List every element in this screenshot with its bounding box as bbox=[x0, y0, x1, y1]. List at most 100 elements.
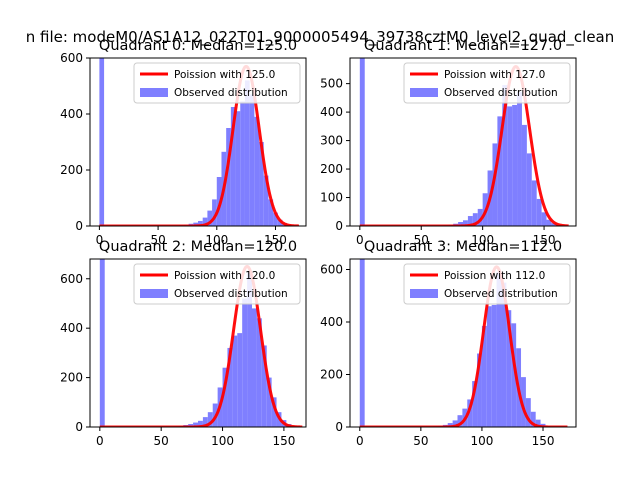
hist-bar bbox=[526, 153, 532, 226]
axes-frame bbox=[349, 258, 577, 428]
hist-bar bbox=[259, 142, 264, 226]
plot-area bbox=[358, 58, 570, 226]
hist-bar bbox=[237, 333, 243, 427]
x-tick-label: 150 bbox=[532, 434, 555, 448]
x-tick-label: 50 bbox=[414, 233, 429, 247]
hist-bar bbox=[481, 325, 487, 427]
y-tick-label: 100 bbox=[320, 191, 343, 205]
quadrant-2-plot: 0 50 100 150 0 200 400 600 Quadrant 2: Median=12… bbox=[60, 239, 307, 448]
hist-bar bbox=[447, 423, 453, 427]
hist-bar bbox=[202, 417, 208, 427]
hist-bar bbox=[256, 318, 262, 427]
x-tick-label: 0 bbox=[96, 434, 104, 448]
hist-bar bbox=[263, 175, 269, 226]
y-tick-label: 0 bbox=[75, 420, 83, 434]
y-tick-label: 0 bbox=[335, 219, 343, 233]
hist-bar bbox=[536, 198, 542, 226]
hist-bar bbox=[227, 347, 233, 427]
y-tick-label: 400 bbox=[320, 105, 343, 119]
legend: Poission with 125.0 Observed distribution bbox=[133, 62, 301, 104]
y-tick-label: 400 bbox=[60, 321, 83, 335]
x-tick-label: 100 bbox=[211, 434, 234, 448]
y-tick-label: 0 bbox=[335, 420, 343, 434]
legend-hist-label: Observed distribution bbox=[174, 288, 288, 300]
y-tick-label: 200 bbox=[60, 163, 83, 177]
legend-box bbox=[403, 62, 571, 104]
hist-bar bbox=[252, 308, 257, 427]
legend-hist-label: Observed distribution bbox=[174, 87, 288, 99]
hist-bar bbox=[511, 323, 517, 427]
plot-area bbox=[358, 259, 569, 427]
y-tick-label: 0 bbox=[75, 219, 83, 233]
hist-bar bbox=[230, 107, 236, 226]
legend-fit-label: Poission with 127.0 bbox=[444, 69, 545, 81]
hist-bar bbox=[207, 210, 213, 226]
y-tick-label: 600 bbox=[60, 51, 83, 65]
legend-fit-label: Poission with 112.0 bbox=[444, 270, 545, 282]
hist-bar bbox=[198, 220, 203, 226]
y-tick-label: 200 bbox=[320, 368, 343, 382]
poisson-fit-line bbox=[358, 265, 569, 427]
legend-hist-swatch bbox=[410, 289, 438, 298]
y-tick-label: 600 bbox=[60, 272, 83, 286]
legend: Poission with 127.0 Observed distribution bbox=[403, 62, 571, 104]
hist-bar bbox=[193, 422, 198, 427]
y-tick-label: 200 bbox=[60, 371, 83, 385]
legend-box bbox=[403, 263, 571, 305]
hist-bar bbox=[501, 282, 507, 427]
hist-bar bbox=[235, 111, 241, 226]
legend-box bbox=[133, 263, 301, 305]
legend: Poission with 120.0 Observed distribution bbox=[133, 263, 301, 305]
x-tick-label: 100 bbox=[205, 233, 228, 247]
plot-title: Quadrant 2: Median=120.0 bbox=[99, 239, 297, 255]
axes-frame bbox=[89, 258, 307, 428]
hist-bar bbox=[491, 304, 497, 427]
y-tick-label: 300 bbox=[320, 134, 343, 148]
hist-bar bbox=[472, 213, 478, 226]
y-tick-label: 200 bbox=[320, 162, 343, 176]
hist-bar bbox=[226, 128, 231, 226]
hist-bar bbox=[247, 272, 252, 427]
hist-bar bbox=[467, 399, 473, 427]
y-tick-label: 400 bbox=[60, 107, 83, 121]
hist-bar bbox=[193, 222, 198, 226]
x-tick-label: 50 bbox=[154, 434, 169, 448]
hist-bar bbox=[273, 212, 278, 226]
legend-hist-label: Observed distribution bbox=[444, 87, 558, 99]
hist-bar bbox=[207, 412, 213, 427]
quadrant-3-plot: 0 50 100 150 0 200 400 600 Quadrant 3: Median=11… bbox=[320, 239, 577, 448]
hist-bar bbox=[212, 199, 217, 226]
x-tick-label: 150 bbox=[272, 434, 295, 448]
legend-hist-swatch bbox=[140, 289, 168, 298]
hist-bar bbox=[496, 272, 502, 427]
plot-title: Quadrant 0: Median=125.0 bbox=[99, 38, 297, 54]
x-tick-label: 100 bbox=[471, 233, 494, 247]
x-tick-label: 150 bbox=[533, 233, 556, 247]
hist-bar bbox=[222, 367, 228, 427]
hist-bar bbox=[521, 124, 527, 226]
hist-bar bbox=[271, 397, 277, 427]
legend-fit-label: Poission with 120.0 bbox=[174, 270, 275, 282]
hist-bar bbox=[472, 381, 478, 427]
hist-bar bbox=[232, 335, 238, 427]
plot-title: Quadrant 1: Median=127.0 bbox=[364, 38, 562, 54]
quadrant-1-plot: 0 50 100 150 0 100 200 300 400 500 Quadrant 1: Med… bbox=[320, 38, 577, 247]
hist-bar bbox=[535, 419, 541, 427]
hist-bar bbox=[506, 310, 512, 427]
x-tick-label: 0 bbox=[356, 233, 364, 247]
hist-bar bbox=[530, 411, 536, 427]
hist-bar bbox=[467, 216, 473, 226]
hist-bar bbox=[452, 420, 458, 427]
hist-bar bbox=[277, 219, 283, 226]
hist-bar bbox=[242, 298, 248, 427]
hist-bar bbox=[546, 219, 552, 226]
legend-fit-label: Poission with 125.0 bbox=[174, 69, 275, 81]
hist-bar bbox=[240, 101, 245, 226]
hist-bar bbox=[261, 345, 267, 427]
hist-bar-zero-bin bbox=[359, 259, 365, 427]
hist-bar bbox=[531, 180, 537, 226]
hist-bar-zero-bin bbox=[99, 259, 105, 427]
legend-hist-swatch bbox=[140, 88, 168, 97]
x-tick-label: 0 bbox=[96, 233, 104, 247]
hist-bar bbox=[486, 306, 492, 427]
